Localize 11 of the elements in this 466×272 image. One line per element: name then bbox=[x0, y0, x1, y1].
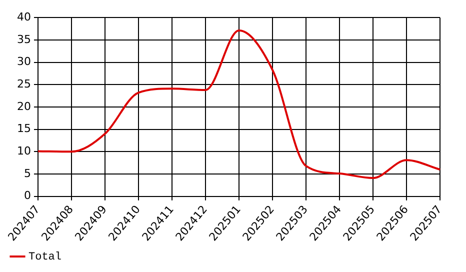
y-tick-label: 35 bbox=[16, 32, 31, 46]
y-tick-label: 25 bbox=[16, 77, 31, 90]
y-tick-label: 30 bbox=[16, 55, 31, 68]
line-series bbox=[36, 30, 441, 180]
y-tick-label: 40 bbox=[16, 10, 31, 24]
y-tick-label: 10 bbox=[16, 144, 31, 158]
legend-label: Total bbox=[28, 251, 62, 264]
y-tick-label: 15 bbox=[16, 122, 31, 136]
y-tick-label: 5 bbox=[24, 166, 31, 180]
y-tick-label: 20 bbox=[16, 100, 31, 113]
y-tick-label: 0 bbox=[24, 189, 31, 202]
